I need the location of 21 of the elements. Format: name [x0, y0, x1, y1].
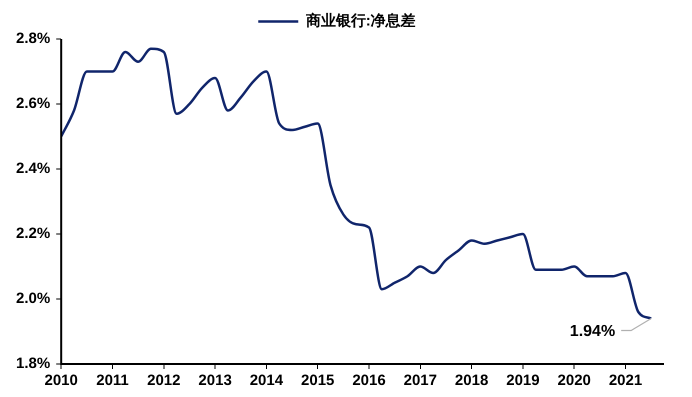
line-series	[61, 48, 652, 320]
x-tick-label: 2016	[352, 372, 386, 390]
y-tick-label: 2.4%	[16, 160, 50, 178]
x-tick-label: 2011	[96, 372, 129, 390]
y-tick-label: 2.0%	[16, 290, 50, 308]
x-tick-label: 2020	[558, 372, 591, 390]
x-tick-label: 2019	[506, 372, 540, 390]
legend-label: 商业银行:净息差	[304, 12, 416, 30]
x-tick-label: 2018	[454, 372, 488, 390]
x-tick-label: 2014	[250, 372, 284, 390]
x-tick-label: 2012	[147, 372, 180, 390]
y-tick-label: 2.6%	[16, 95, 50, 112]
x-tick-label: 2021	[608, 372, 642, 390]
y-tick-label: 2.2%	[16, 225, 50, 242]
y-tick-label: 2.8%	[16, 30, 50, 48]
annotation: 1.94%	[570, 322, 616, 340]
x-tick-label: 2017	[404, 372, 437, 390]
y-tick-label: 1.8%	[16, 355, 50, 372]
x-tick-label: 2013	[198, 372, 232, 390]
x-tick-label: 2010	[44, 372, 78, 390]
x-tick-label: 2015	[301, 372, 334, 390]
